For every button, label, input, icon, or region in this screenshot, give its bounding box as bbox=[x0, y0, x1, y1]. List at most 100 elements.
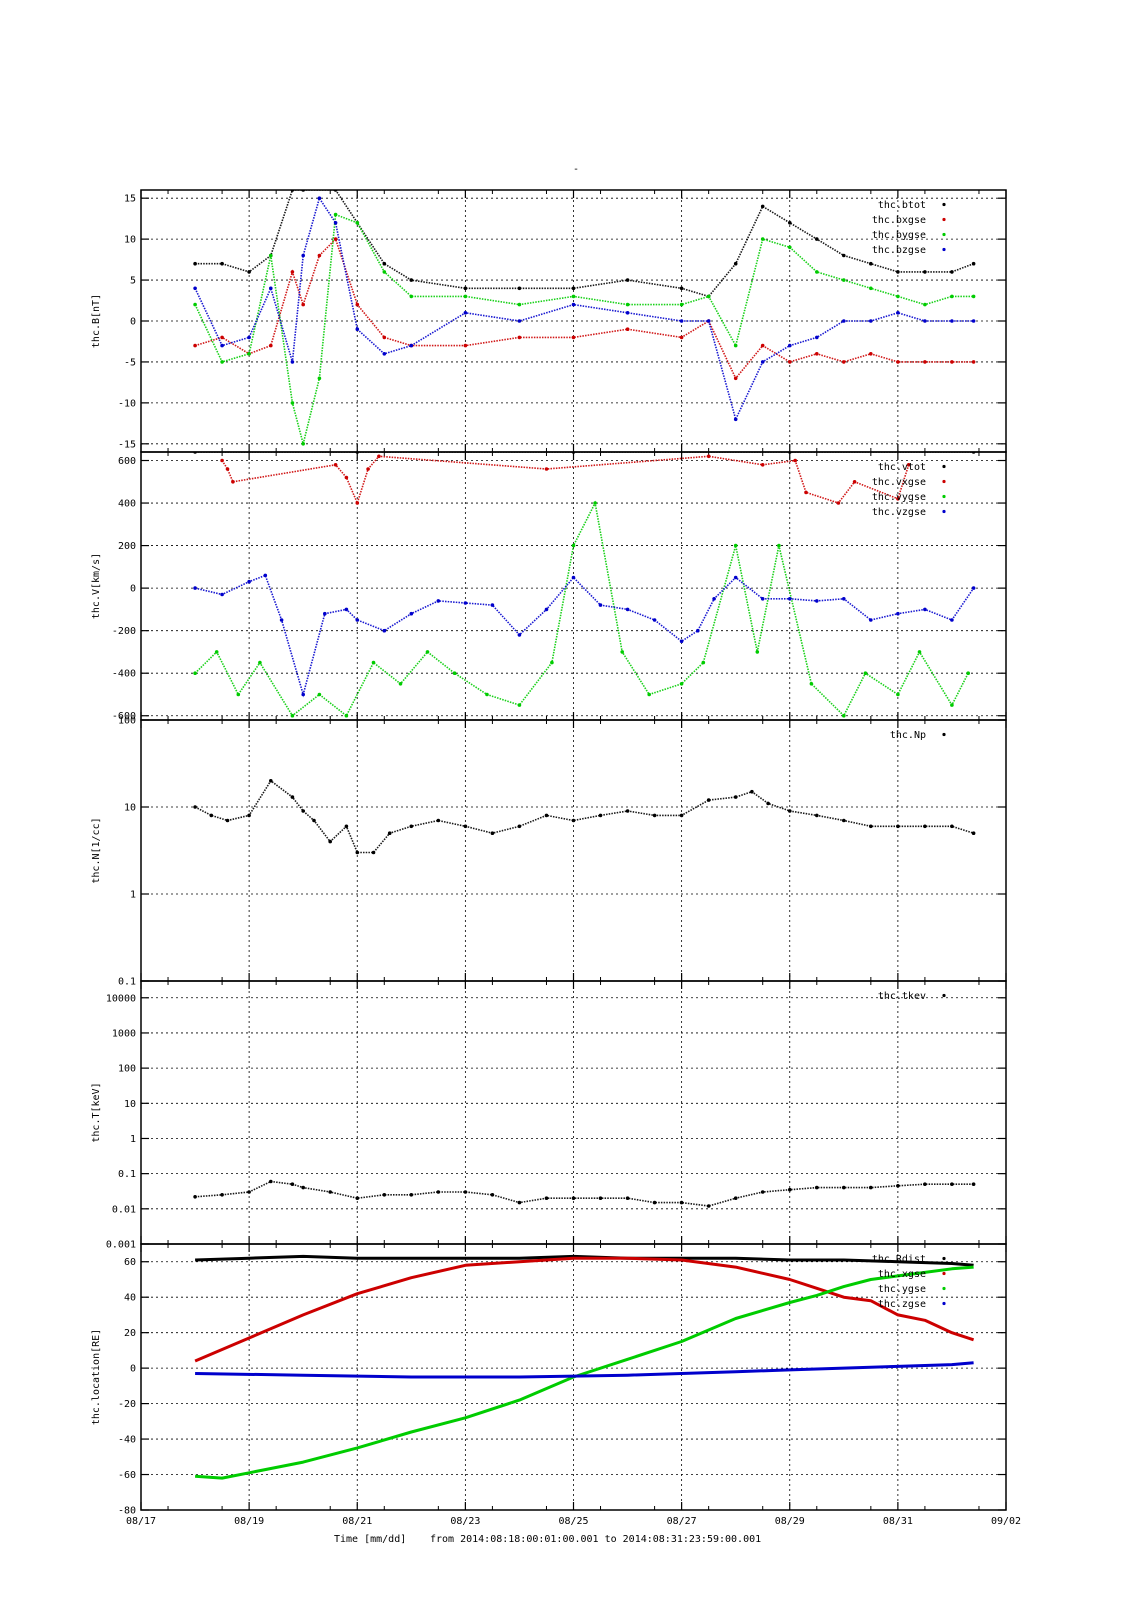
data-point bbox=[247, 352, 251, 356]
legend-marker bbox=[942, 202, 946, 207]
series-trace-thc.bzgse bbox=[194, 196, 974, 422]
data-point bbox=[220, 261, 224, 266]
data-point bbox=[355, 618, 360, 622]
data-point bbox=[344, 713, 349, 718]
data-point bbox=[679, 286, 684, 291]
data-point bbox=[696, 628, 700, 633]
data-point bbox=[463, 1190, 468, 1194]
series-group bbox=[193, 452, 976, 718]
data-point bbox=[355, 302, 360, 307]
data-point bbox=[760, 343, 765, 348]
data-point bbox=[733, 261, 738, 266]
data-point bbox=[679, 335, 684, 340]
data-point bbox=[598, 603, 603, 607]
data-point bbox=[815, 813, 819, 818]
y-tick-label: 20 bbox=[124, 1328, 136, 1339]
y-tick-label: 5 bbox=[130, 276, 136, 287]
panel-2: 0.1 1 10 100 thc.N[1/cc] thc.Np bbox=[91, 716, 1007, 988]
data-point bbox=[750, 789, 754, 794]
data-point bbox=[571, 543, 576, 548]
data-point bbox=[815, 1185, 819, 1190]
data-point bbox=[409, 278, 414, 282]
panels-group: -15-10-5051015thc.B[nT]thc.btotthc.bxgse… bbox=[91, 189, 1021, 1527]
legend-marker bbox=[942, 1271, 946, 1276]
data-point bbox=[193, 1195, 197, 1199]
data-point bbox=[290, 360, 295, 364]
data-point bbox=[950, 703, 954, 707]
data-point bbox=[517, 633, 522, 637]
data-point bbox=[950, 319, 954, 323]
data-point bbox=[463, 311, 468, 315]
data-point bbox=[366, 467, 370, 471]
data-point bbox=[333, 237, 338, 241]
data-point bbox=[679, 302, 684, 307]
data-point bbox=[355, 1196, 360, 1200]
y-tick-label: -15 bbox=[118, 439, 136, 450]
legend-marker bbox=[942, 509, 946, 514]
y-axis-title: thc.V[km/s] bbox=[91, 553, 102, 619]
y-tick-label: -10 bbox=[118, 398, 136, 409]
data-point bbox=[869, 261, 873, 266]
data-point bbox=[896, 311, 900, 315]
figure-title: - bbox=[573, 164, 579, 175]
x-tick-label: 08/31 bbox=[883, 1516, 913, 1527]
data-point bbox=[571, 575, 576, 580]
data-point bbox=[544, 1196, 549, 1200]
data-point bbox=[371, 850, 376, 855]
data-point bbox=[971, 261, 976, 266]
data-point bbox=[409, 343, 414, 348]
x-tick-label: 09/02 bbox=[991, 1516, 1021, 1527]
data-point bbox=[220, 1193, 224, 1197]
data-point bbox=[517, 286, 522, 291]
data-point bbox=[815, 270, 819, 274]
data-point bbox=[355, 850, 360, 855]
data-point bbox=[923, 607, 927, 612]
series-trace-thc.vygse bbox=[194, 500, 969, 718]
legend-label: thc.vzgse bbox=[872, 507, 926, 518]
data-point bbox=[463, 343, 468, 348]
data-point bbox=[852, 480, 857, 484]
data-point bbox=[220, 343, 224, 348]
y-tick-label: 60 bbox=[124, 1257, 136, 1268]
data-point bbox=[436, 818, 441, 823]
y-tick-label: -80 bbox=[118, 1506, 136, 1517]
data-point bbox=[193, 286, 197, 291]
data-point bbox=[625, 302, 630, 307]
data-point bbox=[220, 335, 224, 340]
data-point bbox=[598, 1196, 603, 1200]
y-axis-title: thc.location[RE] bbox=[91, 1329, 102, 1425]
data-point bbox=[382, 628, 387, 633]
data-point bbox=[382, 335, 387, 340]
data-point bbox=[490, 1193, 495, 1197]
data-point bbox=[842, 319, 846, 323]
series-trace-thc.vxgse bbox=[221, 455, 910, 506]
data-point bbox=[923, 824, 927, 829]
legend-marker bbox=[942, 1301, 946, 1306]
y-tick-label: 0.1 bbox=[118, 977, 136, 988]
legend-label: thc.vygse bbox=[872, 492, 926, 503]
data-point bbox=[896, 360, 900, 364]
data-point bbox=[312, 818, 316, 823]
data-point bbox=[409, 1193, 414, 1197]
data-point bbox=[788, 809, 792, 813]
data-point bbox=[317, 196, 322, 200]
data-point bbox=[269, 253, 273, 258]
data-point bbox=[517, 335, 522, 340]
data-point bbox=[679, 1200, 684, 1205]
data-point bbox=[760, 237, 765, 241]
legend-label: thc.vtot bbox=[878, 462, 926, 473]
series-trace-thc.tkev bbox=[195, 1180, 974, 1207]
data-point bbox=[214, 650, 219, 654]
data-point bbox=[517, 302, 522, 307]
data-point bbox=[706, 319, 711, 323]
data-point bbox=[625, 1196, 630, 1200]
data-point bbox=[425, 650, 430, 654]
data-point bbox=[544, 467, 549, 471]
legend-label: thc.btot bbox=[878, 200, 926, 211]
data-point bbox=[301, 190, 305, 192]
y-tick-label: 100 bbox=[118, 716, 136, 727]
series-line-thc.ygse bbox=[195, 1265, 974, 1480]
data-point bbox=[950, 270, 954, 274]
data-point bbox=[571, 286, 576, 291]
series-line-thc.zgse bbox=[195, 1361, 974, 1379]
